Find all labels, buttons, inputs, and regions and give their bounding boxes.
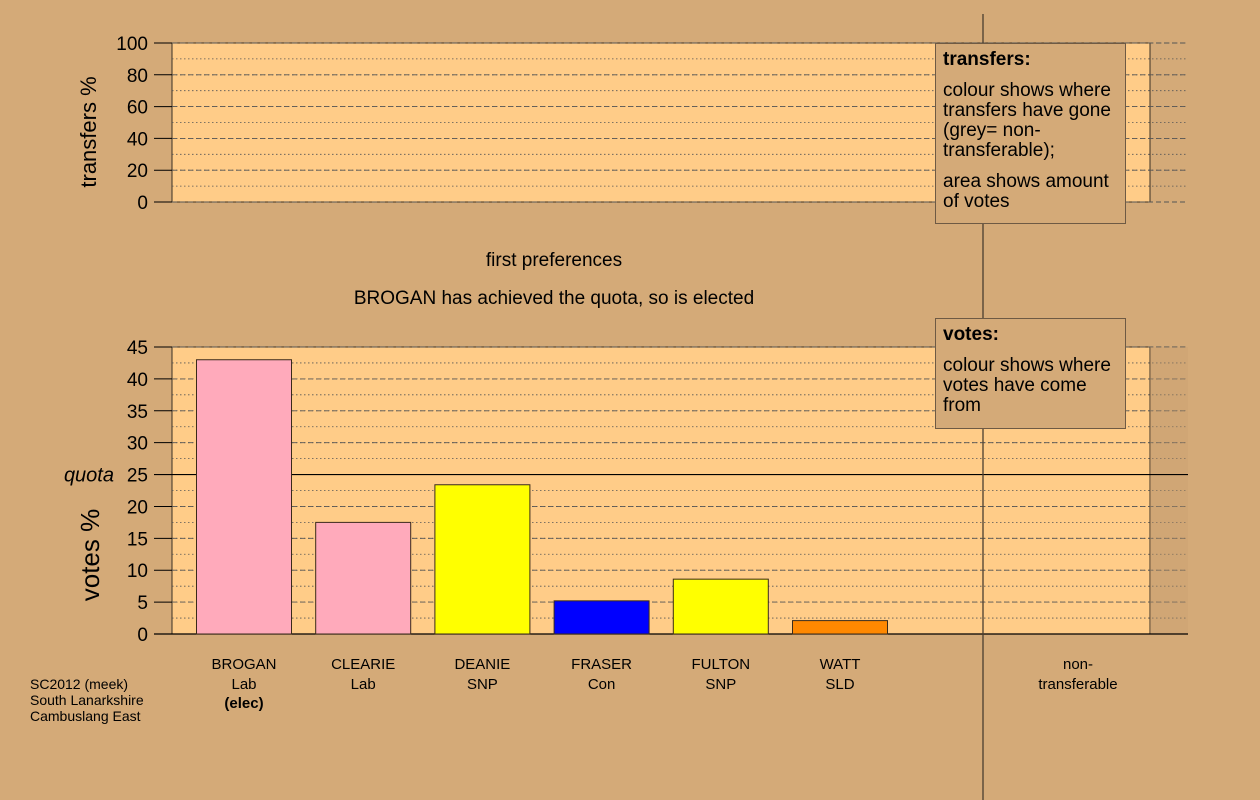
panel-margin-shade xyxy=(1150,347,1188,634)
y-tick-label: 60 xyxy=(127,98,148,119)
quota-label: quota xyxy=(64,465,114,487)
y-tick-label: 35 xyxy=(127,402,148,423)
nontransferable-label: non- xyxy=(1063,656,1093,673)
votes-y-axis-label: votes % xyxy=(75,509,105,602)
candidate-party: SNP xyxy=(705,676,736,693)
y-tick-label: 15 xyxy=(127,529,148,550)
y-tick-label: 5 xyxy=(137,593,148,614)
bar-deanie xyxy=(434,484,531,635)
status-text: BROGAN has achieved the quota, so is ele… xyxy=(354,288,754,309)
transfers-legend-text: colour shows where transfers have gone (… xyxy=(943,80,1111,161)
candidate-name: CLEARIE xyxy=(331,656,395,673)
candidate-party: Con xyxy=(588,676,616,693)
y-tick-label: 45 xyxy=(127,338,148,359)
transfers-legend-area-text: area shows amount of votes xyxy=(943,171,1109,212)
nontransferable-label: transferable xyxy=(1038,676,1117,693)
y-tick-label: 0 xyxy=(137,625,148,646)
candidate-party: Lab xyxy=(351,676,376,693)
bar-watt xyxy=(792,620,888,635)
votes-legend-title: votes: xyxy=(943,324,999,345)
transfers-legend: transfers: colour shows where transfers … xyxy=(935,43,1126,224)
candidate-name: DEANIE xyxy=(454,656,510,673)
candidate-elected-note: (elec) xyxy=(224,695,263,712)
candidate-name: FULTON xyxy=(691,656,750,673)
y-tick-label: 10 xyxy=(127,561,148,582)
votes-chart: 0 5 10 15 20 25 30 35 40 45 quota BROGAN Lab (elec) CL… xyxy=(64,338,1188,712)
votes-legend-text: colour shows where votes have come from xyxy=(943,355,1111,416)
transfers-legend-title: transfers: xyxy=(943,49,1031,70)
candidate-party: SLD xyxy=(825,676,854,693)
caption-election: SC2012 (meek) xyxy=(30,676,129,692)
y-tick-label: 40 xyxy=(127,129,148,150)
caption-council: South Lanarkshire xyxy=(30,692,144,708)
candidate-name: BROGAN xyxy=(211,656,276,673)
y-tick-label: 25 xyxy=(127,466,148,487)
y-tick-label: 0 xyxy=(137,193,148,214)
candidate-name: WATT xyxy=(820,656,861,673)
bar-fraser xyxy=(553,600,650,635)
bar-fulton xyxy=(672,578,769,635)
candidate-party: SNP xyxy=(467,676,498,693)
transfers-y-axis-label: transfers % xyxy=(76,76,101,187)
y-tick-label: 30 xyxy=(127,434,148,455)
y-tick-label: 80 xyxy=(127,66,148,87)
y-tick-label: 20 xyxy=(127,497,148,518)
bar-clearie xyxy=(315,521,412,635)
election-caption: SC2012 (meek) South Lanarkshire Cambusla… xyxy=(30,676,144,724)
votes-legend: votes: colour shows where votes have com… xyxy=(935,318,1126,429)
y-tick-label: 100 xyxy=(116,34,148,55)
bar-brogan xyxy=(196,359,292,635)
candidate-party: Lab xyxy=(231,676,256,693)
candidate-name: FRASER xyxy=(571,656,632,673)
stage-title: first preferences xyxy=(486,250,622,271)
y-tick-label: 20 xyxy=(127,161,148,182)
caption-ward: Cambuslang East xyxy=(30,708,141,724)
y-tick-label: 40 xyxy=(127,370,148,391)
